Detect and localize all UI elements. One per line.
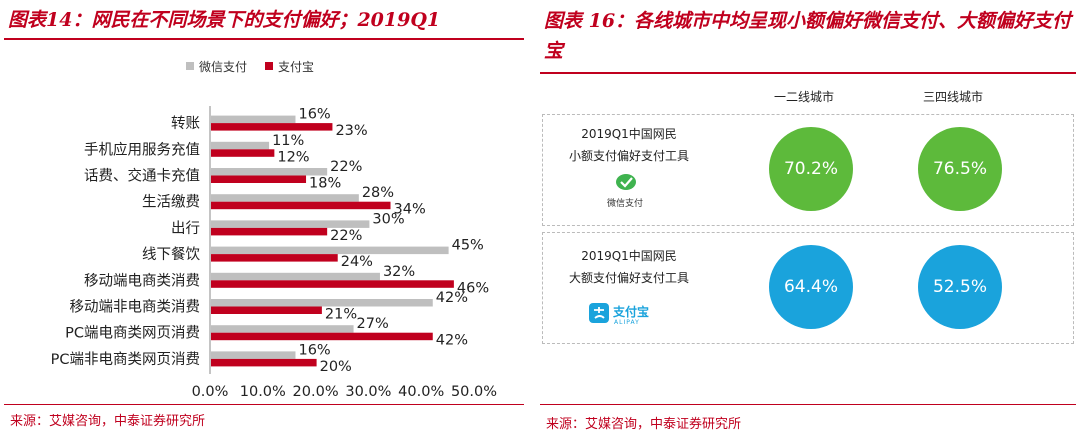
data-label-alipay: 46% xyxy=(457,280,489,296)
x-tick-label: 30.0% xyxy=(345,384,391,400)
bar-wechat xyxy=(211,168,328,176)
bar-wechat xyxy=(211,272,380,281)
data-label-alipay: 18% xyxy=(309,176,341,192)
data-label-wechat: 32% xyxy=(383,264,415,280)
alipay-logo-subtext: ALIPAY xyxy=(614,319,640,326)
data-label-wechat: 22% xyxy=(330,159,362,175)
bar-alipay xyxy=(211,149,275,157)
data-label-wechat: 45% xyxy=(452,238,484,254)
legend-label-1: 支付宝 xyxy=(278,60,314,74)
right-source-rule xyxy=(540,404,1076,405)
large-payment-tier12-circle: 64.4% xyxy=(769,245,853,329)
left-source: 来源：艾媒咨询，中泰证券研究所 xyxy=(10,414,206,429)
category-label: 转账 xyxy=(171,115,200,132)
category-label: 移动端非电商类消费 xyxy=(70,299,201,316)
bar-wechat xyxy=(211,299,433,307)
category-label: 出行 xyxy=(171,220,200,237)
small-payment-card: 2019Q1中国网民 小额支付偏好支付工具 微信支付 70.2% 76.5% xyxy=(542,114,1074,226)
large-payment-label: 大额支付偏好支付工具 xyxy=(568,271,689,285)
x-tick-label: 40.0% xyxy=(398,384,444,400)
bar-wechat xyxy=(211,246,449,255)
data-label-alipay: 22% xyxy=(330,228,362,244)
bar-wechat xyxy=(211,141,270,150)
data-label-wechat: 30% xyxy=(372,211,404,227)
data-label-alipay: 24% xyxy=(341,254,373,270)
category-label: 生活缴费 xyxy=(142,194,200,211)
legend-swatch-1 xyxy=(265,62,273,70)
left-figure-title: 图表14：网民在不同场景下的支付偏好；2019Q1 xyxy=(8,9,441,31)
data-label-alipay: 23% xyxy=(335,123,367,139)
data-label-wechat: 28% xyxy=(362,185,394,201)
category-label: PC端非电商类网页消费 xyxy=(51,351,200,368)
left-source-rule xyxy=(4,404,524,405)
wechat-pay-logo-text: 微信支付 xyxy=(607,199,644,209)
bar-alipay xyxy=(211,123,333,131)
x-tick-label: 50.0% xyxy=(451,384,497,400)
small-payment-tier34-circle: 76.5% xyxy=(918,127,1002,211)
column-header-tier12: 一二线城市 xyxy=(773,90,834,104)
right-title-rule xyxy=(540,72,1076,74)
right-figure-title: 图表 16：各线城市中均呈现小额偏好微信支付、大额偏好支付宝 xyxy=(544,10,1072,62)
right-source: 来源：艾媒咨询，中泰证券研究所 xyxy=(546,417,742,432)
bar-wechat xyxy=(211,351,296,359)
large-payment-tier34-circle: 52.5% xyxy=(918,245,1002,329)
bar-wechat xyxy=(211,115,296,124)
bar-wechat xyxy=(211,194,359,202)
bar-alipay xyxy=(211,254,338,262)
alipay-logo-text: 支付宝 xyxy=(613,305,650,319)
wechat-pay-icon xyxy=(616,174,636,190)
small-payment-tier12-circle: 70.2% xyxy=(769,127,853,211)
bar-alipay xyxy=(211,306,322,314)
legend-swatch-0 xyxy=(186,62,194,70)
bar-alipay xyxy=(211,332,433,341)
x-tick-label: 20.0% xyxy=(293,384,339,400)
left-title-rule xyxy=(4,38,524,40)
data-label-wechat: 42% xyxy=(436,290,468,306)
small-payment-label: 小额支付偏好支付工具 xyxy=(568,149,689,163)
alipay-icon xyxy=(589,303,609,323)
data-label-alipay: 20% xyxy=(320,359,352,375)
x-tick-label: 10.0% xyxy=(240,384,286,400)
large-payment-period: 2019Q1中国网民 xyxy=(581,249,677,263)
data-label-alipay: 42% xyxy=(436,333,468,349)
data-label-alipay: 21% xyxy=(325,307,357,323)
bar-wechat xyxy=(211,220,370,228)
data-label-wechat: 27% xyxy=(357,316,389,332)
bar-alipay xyxy=(211,280,454,288)
category-label: PC端电商类网页消费 xyxy=(65,325,200,342)
category-label: 线下餐饮 xyxy=(142,246,200,263)
x-tick-label: 0.0% xyxy=(192,384,229,400)
bar-alipay xyxy=(211,201,391,210)
right-panel: 图表 16：各线城市中均呈现小额偏好微信支付、大额偏好支付宝 一二线城市 三四线… xyxy=(536,0,1080,435)
data-label-alipay: 34% xyxy=(394,202,426,218)
data-label-wechat: 16% xyxy=(298,342,330,358)
category-label: 手机应用服务充值 xyxy=(84,140,200,158)
data-label-wechat: 16% xyxy=(298,107,330,123)
category-label: 话费、交通卡充值 xyxy=(84,167,200,185)
small-payment-period: 2019Q1中国网民 xyxy=(581,127,677,141)
legend-label-0: 微信支付 xyxy=(199,60,247,74)
bar-wechat xyxy=(211,325,354,333)
bar-alipay xyxy=(211,175,307,183)
data-label-alipay: 12% xyxy=(277,149,309,165)
bar-alipay xyxy=(211,227,328,236)
left-panel: 图表14：网民在不同场景下的支付偏好；2019Q1 微信支付 支付宝转账 16% 23… xyxy=(0,0,528,435)
data-label-wechat: 11% xyxy=(272,133,304,149)
large-payment-card: 2019Q1中国网民 大额支付偏好支付工具 支付宝 ALIPAY 64.4% 5… xyxy=(542,232,1074,344)
column-header-tier34: 三四线城市 xyxy=(922,90,983,104)
category-label: 移动端电商类消费 xyxy=(84,272,200,289)
bar-alipay xyxy=(211,358,317,367)
